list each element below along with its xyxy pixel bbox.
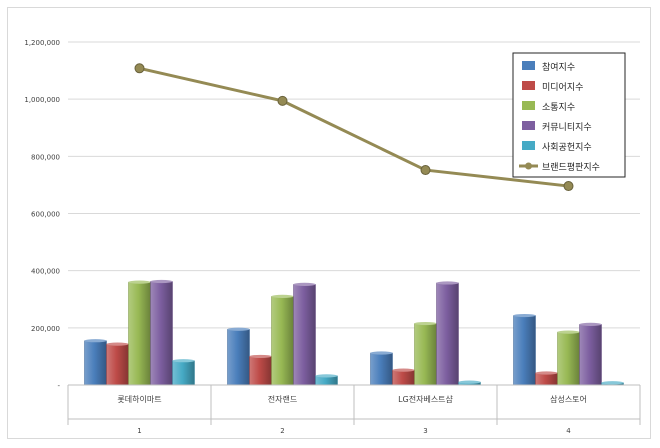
brand-reputation-chart: - 200,000 400,000 600,000 800,000 1,000,000 1,… <box>24 39 641 435</box>
bar[interactable] <box>227 329 250 386</box>
bar-top <box>436 281 459 285</box>
bar-top <box>370 351 393 355</box>
legend-label: 미디어지수 <box>542 82 583 93</box>
category-number: 2 <box>280 427 284 435</box>
bar-top <box>414 321 437 326</box>
bar-top <box>150 279 173 284</box>
bar[interactable] <box>513 315 536 386</box>
reputation-line <box>139 66 569 188</box>
category-label: 전자랜드 <box>268 394 297 404</box>
bar[interactable] <box>414 323 437 386</box>
category-number: 4 <box>566 427 571 435</box>
legend-label: 사회공헌지수 <box>542 142 592 153</box>
bar-top <box>535 371 558 375</box>
legend-label: 참여지수 <box>542 61 575 73</box>
y-tick-label: 400,000 <box>31 268 60 276</box>
line-marker[interactable] <box>134 63 145 74</box>
legend-label: 브랜드평판지수 <box>542 162 600 173</box>
bar[interactable] <box>293 284 316 386</box>
y-tick-label: 600,000 <box>31 211 60 219</box>
bar[interactable] <box>128 281 151 386</box>
bar-top <box>106 342 129 346</box>
legend-swatch <box>522 81 535 90</box>
bar[interactable] <box>370 352 393 386</box>
bars <box>84 279 624 386</box>
category-label: LG전자베스트샵 <box>398 394 453 404</box>
category-label: 롯데하이마트 <box>117 394 161 404</box>
line-marker[interactable] <box>277 95 288 106</box>
bar[interactable] <box>106 343 129 386</box>
category-number: 1 <box>137 427 141 435</box>
bar-top <box>128 280 151 284</box>
bar-top <box>557 330 580 334</box>
bar[interactable] <box>172 360 195 386</box>
legend-label: 소통지수 <box>542 102 575 113</box>
bar-top <box>84 339 107 343</box>
y-tick-label: 1,200,000 <box>24 39 60 47</box>
bar-top <box>579 322 602 327</box>
line-series <box>134 63 574 192</box>
bar-top <box>172 359 195 363</box>
y-tick-label: 800,000 <box>31 153 60 161</box>
bar-top <box>513 313 536 318</box>
x-axis: 롯데하이마트 1 전자랜드 2 LG전자베스트샵 3 삼성스토어 4 <box>67 384 641 435</box>
legend-marker <box>525 162 532 170</box>
bar[interactable] <box>392 369 415 386</box>
bar-top <box>293 282 316 286</box>
bar[interactable] <box>271 296 294 386</box>
bar-top <box>392 368 415 372</box>
bar[interactable] <box>84 340 107 386</box>
legend-swatch <box>522 101 535 110</box>
line-marker[interactable] <box>563 181 574 192</box>
bar-top <box>271 294 294 298</box>
y-tick-label: 200,000 <box>31 325 60 333</box>
bar-top <box>249 354 272 359</box>
legend-swatch <box>522 141 535 150</box>
legend-swatch <box>522 61 535 70</box>
category-label: 삼성스토어 <box>550 394 587 404</box>
bar[interactable] <box>249 356 272 386</box>
bar[interactable] <box>557 331 580 386</box>
line-marker[interactable] <box>420 165 431 176</box>
bar[interactable] <box>535 372 558 386</box>
bar-top <box>601 381 624 385</box>
legend-swatch <box>522 121 535 130</box>
y-axis: - 200,000 400,000 600,000 800,000 1,000,000 1,… <box>24 39 60 390</box>
y-tick-label: - <box>57 382 60 390</box>
category-number: 3 <box>423 427 427 435</box>
legend-box <box>512 52 626 178</box>
bar-top <box>458 380 481 384</box>
bar[interactable] <box>150 281 173 386</box>
bar-top <box>227 327 250 331</box>
y-tick-label: 1,000,000 <box>24 96 60 104</box>
bar[interactable] <box>436 282 459 386</box>
bar[interactable] <box>579 324 602 386</box>
bar-top <box>315 374 338 378</box>
chart-frame: - 200,000 400,000 600,000 800,000 1,000,000 1,… <box>7 7 651 439</box>
legend-label: 커뮤니티지수 <box>542 122 592 133</box>
